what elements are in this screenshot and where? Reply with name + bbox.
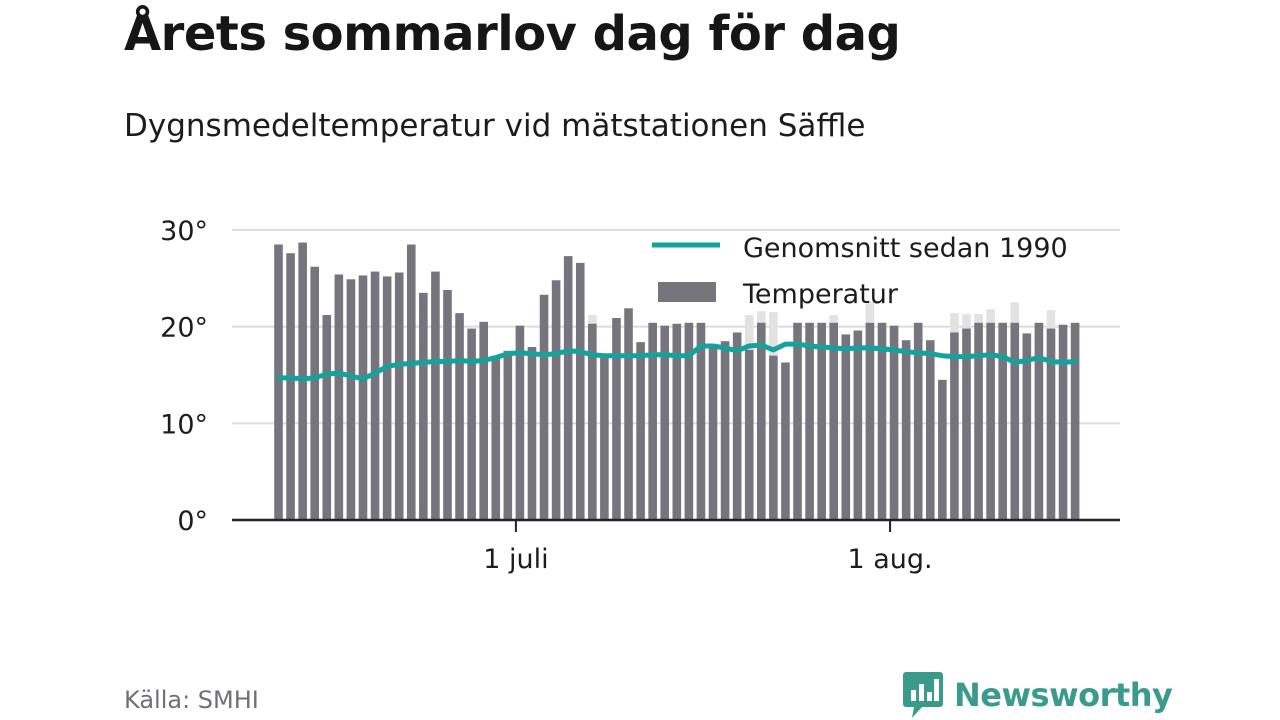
- temperature-bar: [877, 322, 887, 520]
- temperature-bar: [600, 355, 609, 520]
- temperature-bar: [672, 323, 682, 520]
- temperature-bar: [575, 262, 585, 520]
- temperature-bar: [853, 330, 863, 520]
- temperature-bar: [950, 332, 959, 520]
- brand-name: Newsworthy: [954, 676, 1173, 714]
- temperature-bar: [962, 328, 971, 520]
- temperature-bar: [394, 272, 404, 520]
- temperature-bar: [781, 362, 790, 520]
- temperature-bar: [346, 279, 356, 520]
- temperature-bar: [986, 322, 995, 520]
- temperature-bar: [1022, 333, 1032, 520]
- temperature-bar: [938, 379, 947, 520]
- temperature-bar: [684, 322, 694, 520]
- y-tick-label: 0°: [177, 506, 208, 537]
- average-line: [276, 341, 1078, 382]
- temperature-bar: [515, 325, 525, 520]
- temperature-bar: [406, 244, 416, 520]
- temperature-bar: [998, 322, 1007, 520]
- y-tick-label: 10°: [160, 409, 208, 440]
- temperature-bar: [612, 317, 621, 520]
- temperature-bar: [370, 271, 380, 520]
- temperature-bar: [829, 322, 839, 520]
- temperature-bar: [467, 328, 476, 520]
- temperature-bar: [624, 308, 633, 520]
- newsworthy-logo-icon: [903, 672, 943, 718]
- temperature-bar: [443, 289, 452, 520]
- temperature-bar: [588, 323, 597, 520]
- legend: Genomsnitt sedan 1990 Temperatur: [652, 233, 1068, 310]
- temperature-bar: [310, 266, 320, 520]
- temperature-bar: [974, 322, 983, 520]
- newsworthy-logo: Newsworthy: [902, 670, 1173, 720]
- temperature-bar: [757, 322, 766, 520]
- temperature-bar: [419, 292, 428, 520]
- temperature-bar: [660, 325, 670, 520]
- temperature-bar: [732, 332, 742, 520]
- temperature-bar: [901, 340, 911, 520]
- temperature-bar: [358, 275, 368, 520]
- temperature-bar: [431, 271, 440, 520]
- x-tick-label: 1 aug.: [847, 544, 932, 575]
- temperature-bar: [744, 349, 754, 520]
- temperature-bar: [889, 325, 899, 520]
- temperature-bar: [708, 344, 718, 520]
- temperature-bar: [503, 350, 513, 520]
- temperature-bar: [696, 322, 706, 520]
- temperature-bar: [539, 294, 549, 520]
- chart-title: Årets sommarlov dag för dag: [124, 6, 901, 62]
- average-line-group: [276, 341, 1078, 382]
- temperature-bar: [925, 340, 935, 520]
- legend-label-average: Genomsnitt sedan 1990: [743, 233, 1068, 264]
- temperature-bar: [286, 253, 295, 520]
- temperature-bar: [274, 244, 283, 520]
- legend-label-temperature: Temperatur: [742, 279, 899, 310]
- x-axis: 1 juli 1 aug.: [232, 518, 1120, 575]
- temperature-bar: [636, 342, 645, 520]
- y-tick-label: 20°: [160, 313, 208, 344]
- temperature-bar: [479, 321, 488, 520]
- x-tick-label: 1 juli: [483, 544, 548, 575]
- legend-bar-swatch: [658, 282, 716, 302]
- temperature-bar: [720, 341, 730, 520]
- temperature-bar: [769, 355, 778, 520]
- temperature-bar: [1034, 322, 1044, 520]
- temperature-bar: [648, 322, 657, 520]
- temperature-bar: [455, 313, 464, 520]
- temperature-bar: [805, 322, 814, 520]
- temperature-bar: [913, 322, 923, 520]
- temperature-bar: [527, 346, 537, 520]
- temperature-bar: [865, 322, 875, 520]
- temperature-bar: [382, 276, 392, 520]
- source-note: Källa: SMHI: [124, 686, 259, 714]
- chart-subtitle: Dygnsmedeltemperatur vid mätstationen Sä…: [124, 108, 866, 144]
- y-axis-labels: 0° 10° 20° 30°: [160, 216, 208, 537]
- temperature-bar: [551, 280, 561, 520]
- temperature-bar: [491, 355, 501, 520]
- temperature-bar: [334, 274, 344, 520]
- y-tick-label: 30°: [160, 216, 208, 247]
- temperature-bar: [1058, 324, 1068, 520]
- temperature-bar: [322, 315, 332, 520]
- temperature-bar: [793, 322, 802, 520]
- temperature-bar: [563, 256, 573, 520]
- temperature-bar: [1070, 322, 1080, 520]
- temperature-bar: [1010, 322, 1020, 520]
- temperature-bar: [841, 334, 851, 520]
- temperature-bar: [817, 322, 826, 520]
- temperature-bar: [1046, 328, 1056, 520]
